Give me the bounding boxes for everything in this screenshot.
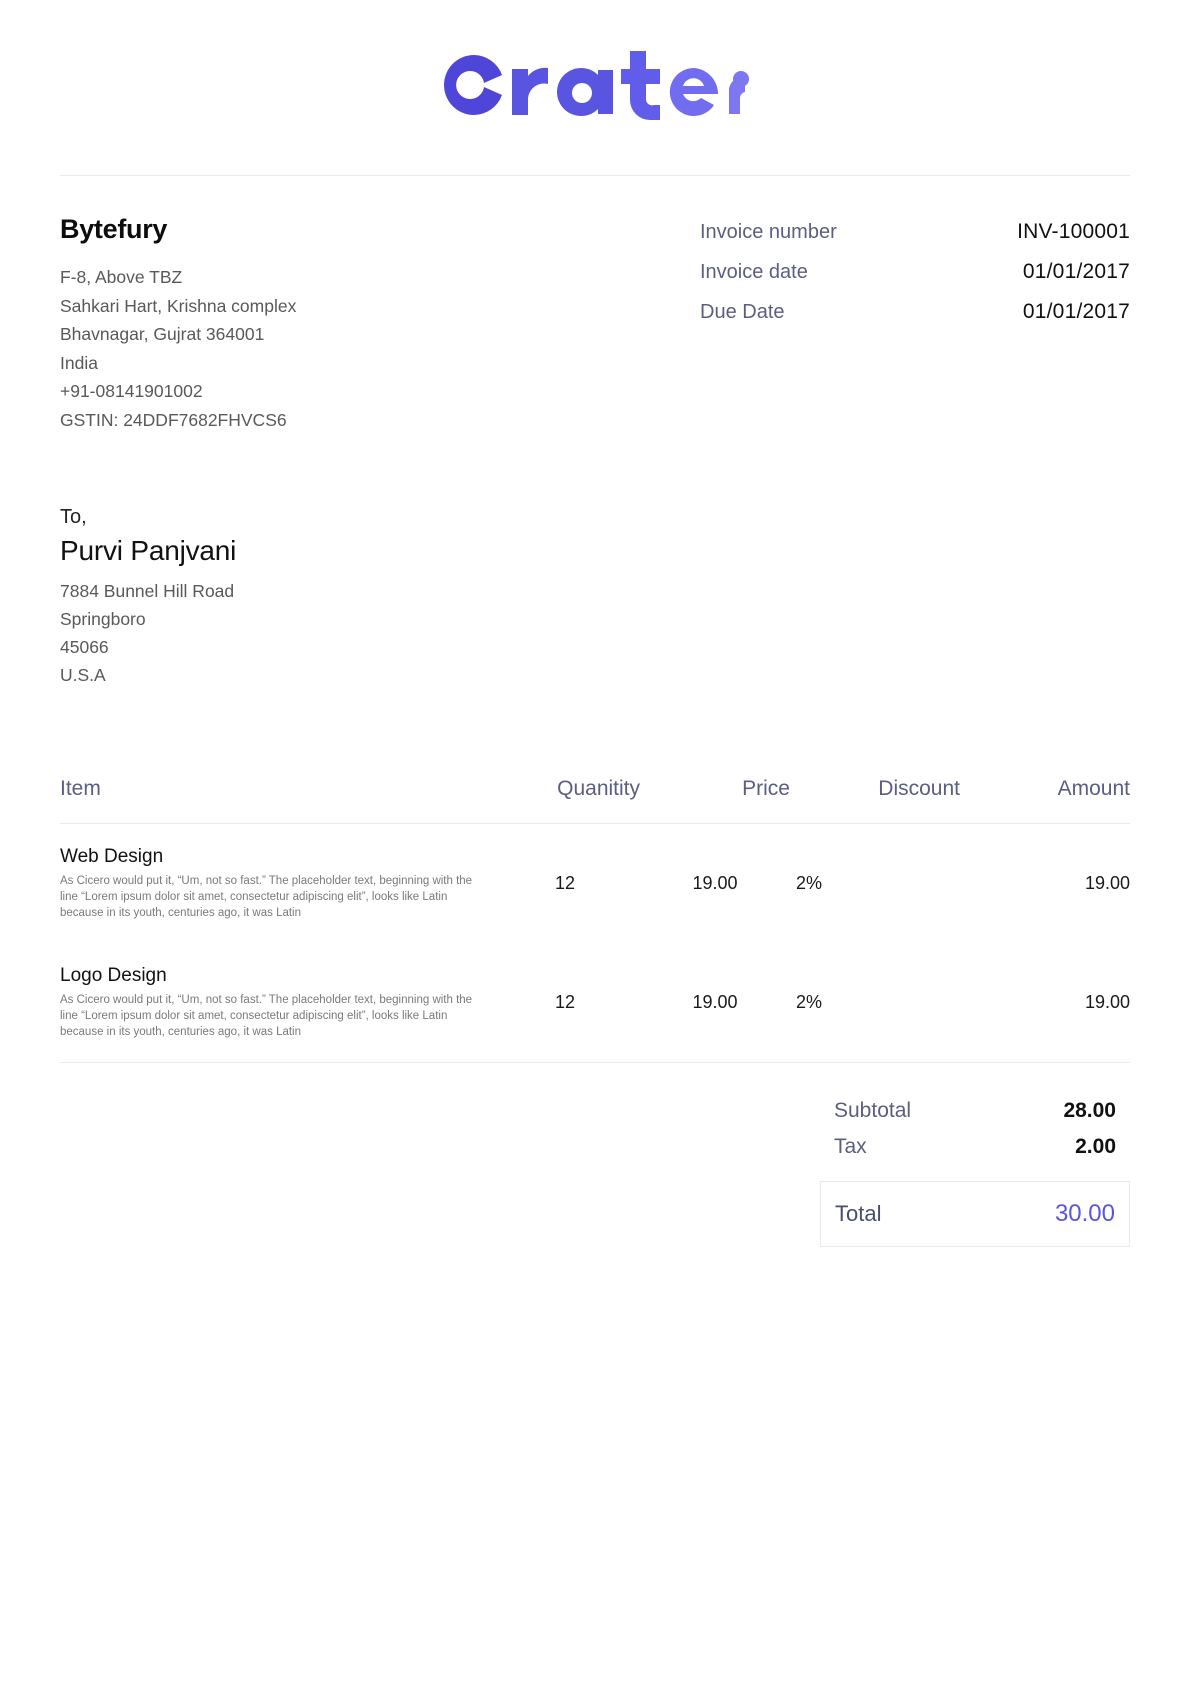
- bill-to-address-line: 7884 Bunnel Hill Road: [60, 581, 235, 601]
- items-table-body: Web Design As Cicero would put it, “Um, …: [60, 824, 1130, 1063]
- due-date-label: Due Date: [700, 301, 785, 323]
- bill-to-name: Purvi Panjvani: [60, 535, 237, 566]
- tax-row: Tax 2.00: [820, 1129, 1130, 1165]
- tax-label: Tax: [834, 1135, 867, 1158]
- invoice-number-value: INV-100001: [1017, 220, 1130, 243]
- subtotal-label: Subtotal: [834, 1099, 912, 1122]
- bill-to-address-line: Springboro: [60, 609, 146, 629]
- company-address-line: India: [60, 352, 98, 373]
- grand-total-row: Total 30.00: [820, 1181, 1130, 1247]
- tax-value: 2.00: [1075, 1135, 1116, 1158]
- invoice-date-row: Invoice date 01/01/2017: [700, 260, 1130, 284]
- subtotal-value: 28.00: [1063, 1099, 1116, 1122]
- item-discount: 2%: [796, 873, 823, 893]
- item-quantity: 12: [554, 992, 576, 1012]
- total-value: 30.00: [1054, 1200, 1115, 1227]
- items-table-head: Item Quanitity Price Discount Amount: [60, 777, 1130, 824]
- table-row: Web Design As Cicero would put it, “Um, …: [60, 824, 1130, 944]
- company-phone: +91-08141901002: [60, 381, 203, 401]
- item-price: 19.00: [692, 873, 738, 893]
- due-date-row: Due Date 01/01/2017: [700, 300, 1130, 324]
- item-description: As Cicero would put it, “Um, not so fast…: [60, 875, 473, 919]
- company-gstin: GSTIN: 24DDF7682FHVCS6: [60, 409, 287, 430]
- bill-to-block: To, Purvi Panjvani 7884 Bunnel Hill Road…: [60, 434, 1130, 689]
- item-cell: Logo Design As Cicero would put it, “Um,…: [60, 943, 490, 1063]
- info-band: Bytefury F-8, Above TBZ Sahkari Hart, Kr…: [60, 176, 1130, 434]
- item-name: Logo Design: [60, 965, 167, 986]
- company-block: Bytefury F-8, Above TBZ Sahkari Hart, Kr…: [60, 214, 580, 434]
- invoice-meta-block: Invoice number INV-100001 Invoice date 0…: [700, 214, 1130, 434]
- totals-wrap: Subtotal 28.00 Tax 2.00 Total 30.00: [60, 1063, 1130, 1247]
- item-cell: Web Design As Cicero would put it, “Um, …: [60, 824, 490, 944]
- invoice-number-row: Invoice number INV-100001: [700, 220, 1130, 244]
- header-divider: [60, 175, 1130, 176]
- bill-to-label: To,: [60, 506, 87, 528]
- item-discount: 2%: [796, 992, 823, 1012]
- company-name: Bytefury: [60, 214, 168, 244]
- header-price: Price: [742, 777, 790, 800]
- bill-to-address-line: 45066: [60, 637, 109, 657]
- invoice-number-label: Invoice number: [700, 221, 837, 243]
- item-amount: 19.00: [1084, 873, 1130, 893]
- company-address-line: Bhavnagar, Gujrat 364001: [60, 324, 265, 344]
- crater-logo: [440, 49, 750, 126]
- brand-header: [60, 0, 1130, 175]
- table-row: Logo Design As Cicero would put it, “Um,…: [60, 943, 1130, 1063]
- invoice-date-label: Invoice date: [700, 261, 808, 283]
- items-header-row: Item Quanitity Price Discount Amount: [60, 777, 1130, 824]
- totals-block: Subtotal 28.00 Tax 2.00 Total 30.00: [820, 1093, 1130, 1247]
- item-price: 19.00: [692, 992, 738, 1012]
- due-date-value: 01/01/2017: [1022, 300, 1130, 323]
- item-name: Web Design: [60, 846, 164, 867]
- header-amount: Amount: [1057, 777, 1130, 800]
- item-description: As Cicero would put it, “Um, not so fast…: [60, 994, 473, 1038]
- item-quantity: 12: [554, 873, 576, 893]
- invoice-date-value: 01/01/2017: [1022, 260, 1130, 283]
- items-table: Item Quanitity Price Discount Amount Web…: [60, 777, 1130, 1063]
- header-item: Item: [60, 777, 101, 800]
- company-address-line: Sahkari Hart, Krishna complex: [60, 295, 297, 316]
- header-discount: Discount: [878, 777, 960, 800]
- header-quantity: Quanitity: [557, 777, 640, 800]
- bill-to-address-line: U.S.A: [60, 665, 106, 685]
- company-address-line: F-8, Above TBZ: [60, 267, 183, 287]
- subtotal-row: Subtotal 28.00: [820, 1093, 1130, 1129]
- item-amount: 19.00: [1084, 992, 1130, 1012]
- total-label: Total: [835, 1201, 882, 1226]
